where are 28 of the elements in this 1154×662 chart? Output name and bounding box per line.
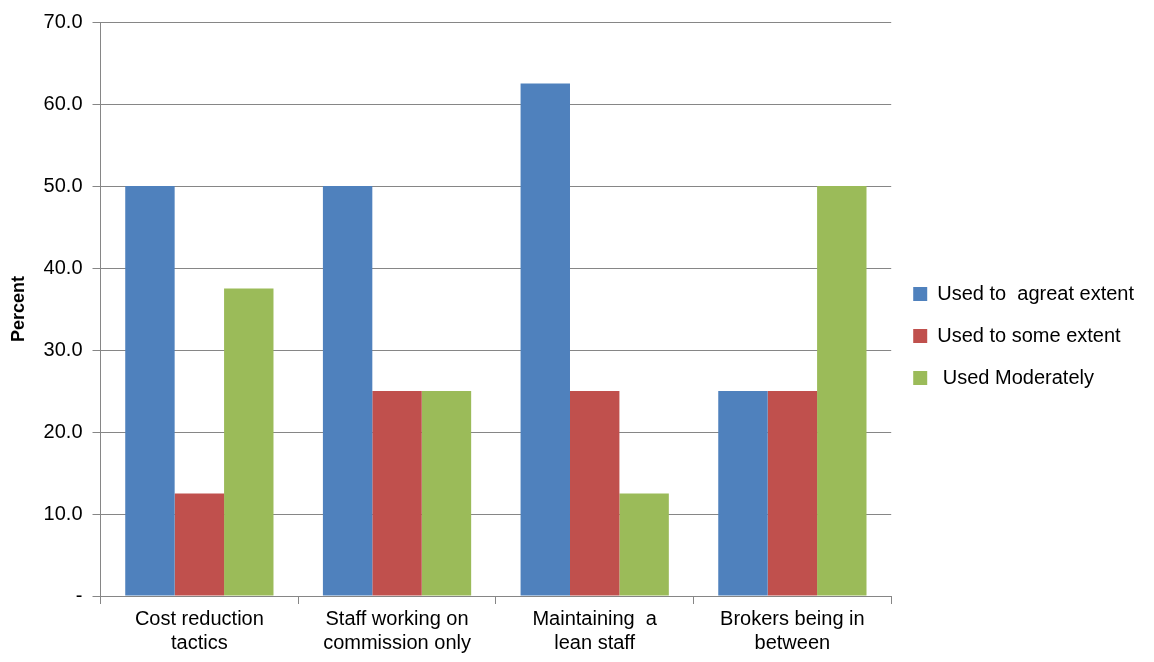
legend-label: Used Moderately (937, 365, 1094, 388)
legend-label: Used to agreat extent (937, 281, 1135, 304)
y-tick-label: 30.0 (43, 337, 83, 360)
y-axis-title: Percent (7, 275, 28, 343)
bar (520, 83, 570, 596)
bar (322, 186, 373, 596)
x-tick-label: Maintaining a lean staff (532, 606, 658, 653)
bar (767, 391, 818, 596)
bar (570, 391, 620, 596)
bar (174, 493, 225, 596)
bar (125, 186, 175, 596)
bar (619, 493, 669, 596)
legend-label: Used to some extent (937, 323, 1122, 346)
bar (421, 391, 472, 596)
x-tick-label: Brokers being in between (720, 606, 865, 653)
y-tick-label: - (75, 583, 83, 606)
y-tick-label: 50.0 (43, 173, 83, 196)
x-tick-label: Staff working on commission only (323, 606, 471, 653)
bar (224, 288, 274, 596)
y-tick-label: 60.0 (43, 91, 83, 114)
y-tick-label: 70.0 (43, 9, 83, 32)
x-tick-label: Cost reduction tactics (134, 606, 264, 653)
y-tick-label: 20.0 (43, 419, 83, 442)
y-tick-label: 40.0 (43, 255, 83, 278)
bar (718, 391, 768, 596)
bar (372, 391, 422, 596)
y-tick-label: 10.0 (43, 501, 83, 524)
bar (817, 186, 867, 596)
